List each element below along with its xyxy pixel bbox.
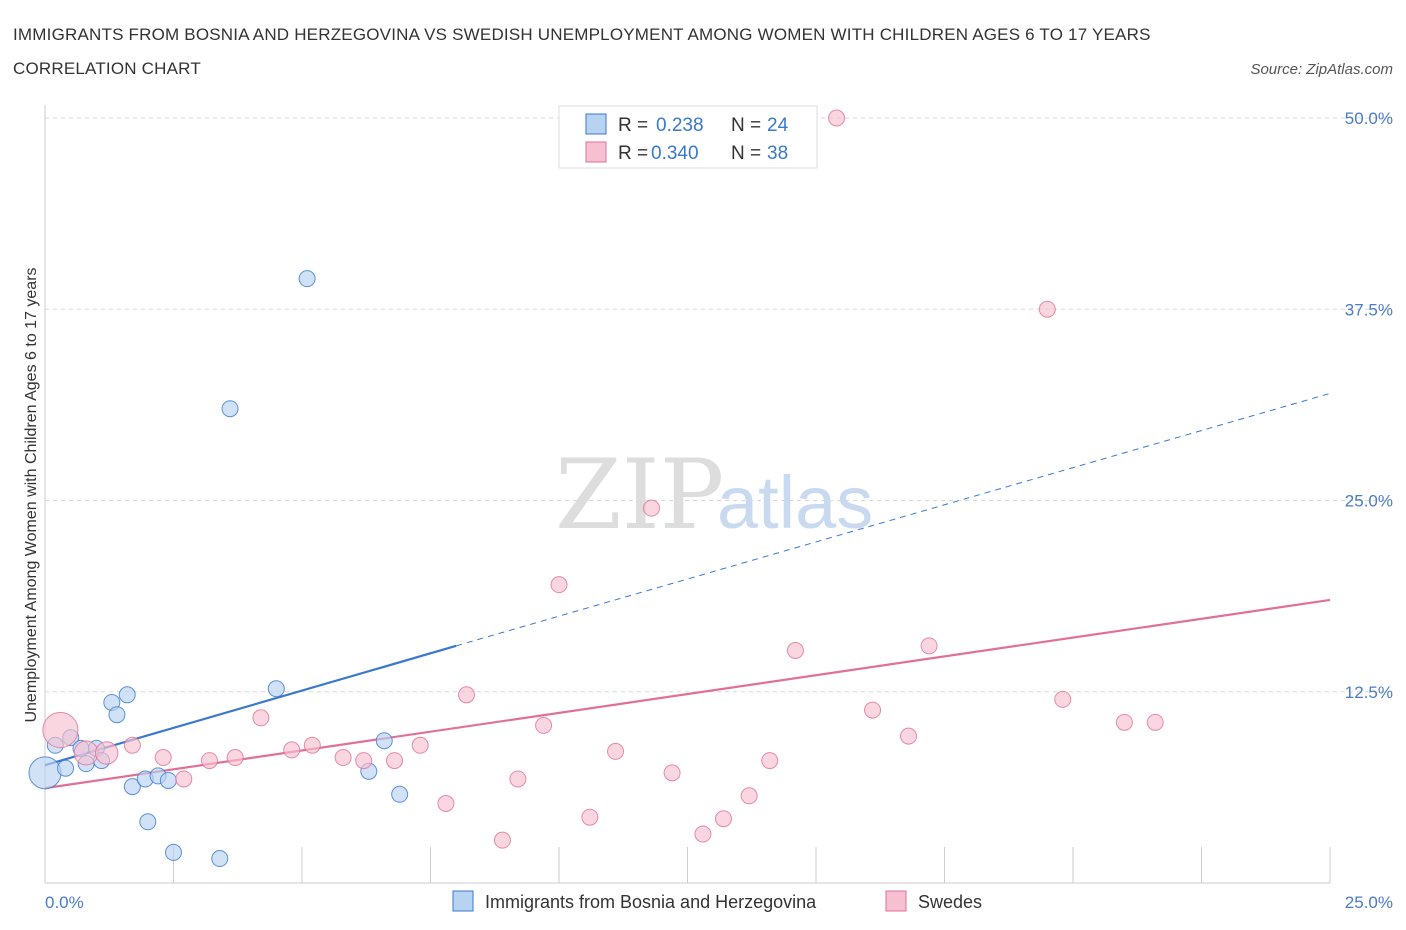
pink-data-point [42,711,79,749]
source-credit: Source: ZipAtlas.com [1250,61,1393,78]
correlation-legend: R = 0.238 N = 24 R = 0.340 N = 38 [558,105,818,169]
y-tick-label: 50.0% [1345,109,1393,128]
blue-data-point [165,843,182,861]
pink-data-point [283,741,301,759]
scatter-points [28,109,1164,868]
pink-trend-line [44,598,1331,790]
blue-data-point [57,759,75,777]
pink-data-point [334,749,352,767]
pink-data-point [437,794,455,812]
chart-title: IMMIGRANTS FROM BOSNIA AND HERZEGOVINA V… [13,25,1151,78]
blue-data-point [28,756,62,790]
pink-data-point [761,752,779,770]
legend-swatch-blue [585,113,607,135]
series-legend: Immigrants from Bosnia and Herzegovina S… [452,890,982,912]
pink-data-point [303,736,321,754]
pink-data-point [1115,713,1133,731]
series-legend-swatch-blue [452,890,474,912]
blue-data-point [391,785,409,803]
pink-data-point [694,825,712,843]
blue-data-point [221,400,239,418]
series-legend-label: Swedes [918,892,982,912]
series-legend-swatch-pink [885,890,907,912]
pink-data-point [643,499,661,517]
pink-data-point [1146,713,1164,731]
blue-data-point [108,706,126,724]
blue-data-point [298,270,316,288]
pink-data-point [509,770,527,788]
watermark: ZIP atlas [555,439,873,551]
pink-data-point [535,716,553,734]
pink-data-point [355,752,373,770]
blue-data-point [118,686,136,704]
pink-data-point [493,831,511,849]
y-axis-label: Unemployment Among Women with Children A… [23,267,40,722]
blue-data-point [159,771,177,789]
pink-data-point [1054,690,1072,708]
pink-data-point [200,752,218,770]
pink-data-point [581,808,599,826]
pink-data-point [1038,300,1056,318]
watermark-atlas: atlas [717,461,873,544]
legend-n-value: 38 [767,143,788,164]
pink-data-point [828,109,846,127]
pink-data-point [123,736,141,754]
pink-data-point [607,742,625,760]
blue-data-point [211,850,229,868]
y-tick-label: 12.5% [1345,683,1393,702]
blue-data-point [267,680,285,698]
y-tick-label: 25.0% [1345,492,1393,511]
legend-n-value: 24 [767,115,789,136]
x-tick-label: 0.0% [45,893,84,912]
blue-data-point [375,732,393,750]
pink-data-point [94,741,119,765]
legend-n-label: N = [731,143,761,164]
pink-data-point [411,736,429,754]
blue-data-point [123,778,141,796]
watermark-zip: ZIP [555,439,724,551]
x-tick-label: 25.0% [1345,893,1393,912]
pink-data-point [786,641,804,659]
pink-data-point [73,740,99,766]
x-tick-labels: 0.0% 25.0% [45,893,1393,912]
pink-data-point [740,787,758,805]
pink-data-point [864,701,882,719]
legend-r-value: 0.238 [656,115,704,136]
pink-data-point [252,709,270,727]
pink-data-point [154,749,172,767]
pink-data-point [386,752,404,770]
grid-lines [45,117,1390,693]
pink-data-point [457,686,475,704]
pink-data-point [175,770,193,788]
pink-data-point [714,810,732,828]
pink-data-point [226,749,244,767]
x-tick-marks [173,847,1331,883]
legend-r-label: R = [618,143,648,164]
pink-data-point [663,764,681,782]
blue-data-point [139,813,157,831]
legend-swatch-pink [585,141,607,163]
series-legend-label: Immigrants from Bosnia and Herzegovina [485,892,817,912]
legend-r-label: R = [618,115,648,136]
pink-data-point [900,727,918,745]
y-tick-label: 37.5% [1345,300,1393,319]
blue-trend-extension [456,392,1331,647]
legend-r-value: 0.340 [651,143,699,164]
pink-data-point [550,576,568,594]
pink-data-point [920,637,938,655]
legend-n-label: N = [731,115,761,136]
y-tick-labels: 12.5% 25.0% 37.5% 50.0% [1345,109,1393,702]
